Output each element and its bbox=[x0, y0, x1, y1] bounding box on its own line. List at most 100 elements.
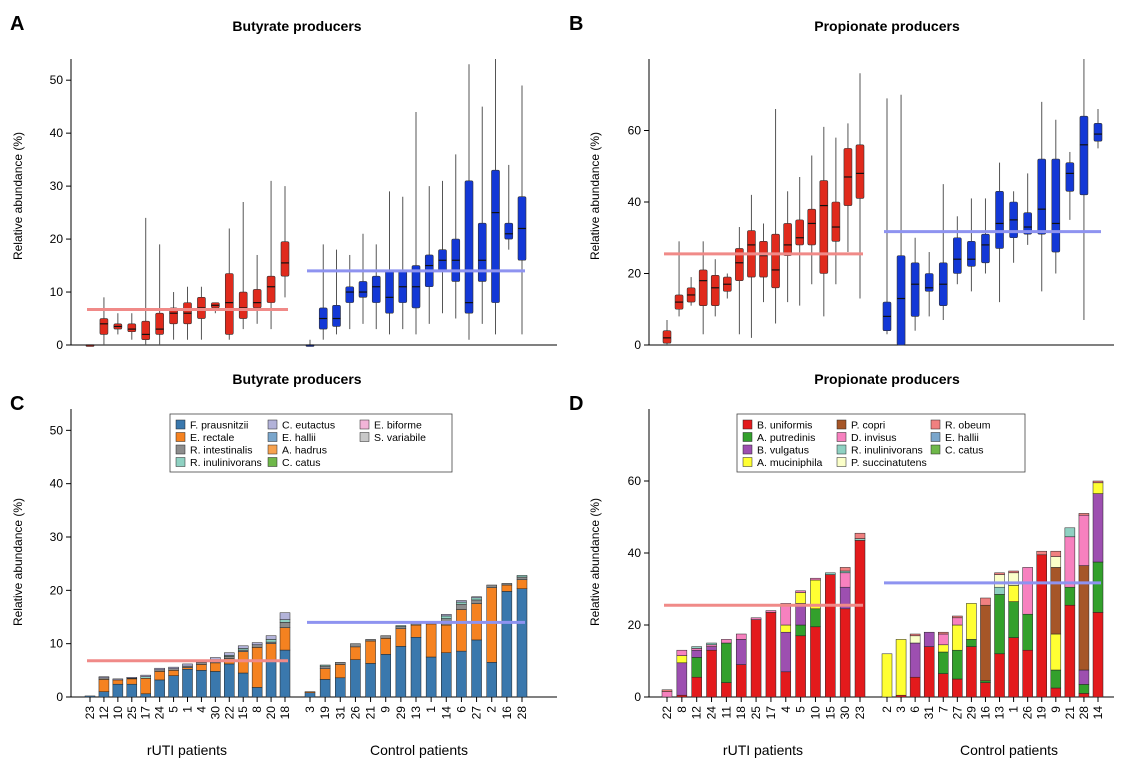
stacked-bar-segment bbox=[279, 619, 291, 623]
stacked-bar-segment bbox=[780, 624, 792, 633]
stacked-bar-segment bbox=[795, 635, 806, 698]
stacked-bar-segment bbox=[304, 692, 316, 698]
stacked-bar-segment bbox=[676, 662, 688, 696]
panel-a-ytick-label: 10 bbox=[50, 285, 64, 299]
box bbox=[771, 233, 780, 289]
stacked-bar-segment bbox=[938, 631, 949, 635]
box bbox=[155, 312, 164, 335]
panel-a-plot: 0 10 20 30 40 50 bbox=[50, 59, 557, 352]
stacked-bar-segment bbox=[471, 597, 482, 601]
stacked-bar-segment bbox=[319, 664, 331, 667]
stacked-bar-segment bbox=[140, 674, 151, 677]
xtick-label: 29 bbox=[394, 706, 408, 720]
xtick-label: 4 bbox=[779, 706, 793, 713]
stacked-bar-segment bbox=[279, 649, 291, 698]
stacked-bar-segment bbox=[839, 567, 851, 572]
stacked-bar-segment bbox=[854, 532, 866, 539]
legend-swatch bbox=[175, 457, 186, 467]
stacked-bar-segment bbox=[938, 633, 949, 646]
panel-letter-d: D bbox=[569, 393, 583, 415]
stacked-bar-segment bbox=[966, 603, 977, 640]
xtick-label: 28 bbox=[1077, 706, 1091, 720]
stacked-bar-segment bbox=[980, 597, 991, 606]
legend-label: R. inulinivorans bbox=[851, 445, 923, 457]
stacked-bar-segment bbox=[909, 635, 921, 644]
stacked-bar-segment bbox=[721, 642, 732, 683]
box bbox=[169, 307, 178, 325]
box bbox=[807, 208, 817, 246]
legend-label: F. prausnitzii bbox=[190, 420, 248, 432]
stacked-bar-segment bbox=[126, 678, 138, 685]
legend-swatch bbox=[267, 444, 278, 455]
box bbox=[1065, 162, 1075, 192]
xtick-label: 5 bbox=[167, 706, 181, 713]
xtick-label: 31 bbox=[922, 706, 936, 720]
panel-c-group-label-control: Control patients bbox=[370, 742, 468, 758]
stacked-bar-segment bbox=[98, 676, 110, 679]
stacked-bar-segment bbox=[923, 631, 935, 647]
xtick-label: 21 bbox=[1063, 706, 1077, 720]
box bbox=[1093, 123, 1103, 142]
legend-frame bbox=[736, 413, 1026, 473]
stacked-bar-segment bbox=[1092, 482, 1104, 494]
stacked-bar-segment bbox=[1050, 669, 1062, 689]
stacked-bar-segment bbox=[471, 599, 482, 604]
xtick-label: 15 bbox=[823, 706, 837, 720]
stacked-bar-segment bbox=[994, 594, 1005, 655]
stacked-bar-segment bbox=[335, 662, 346, 665]
panel-letter-b: B bbox=[569, 13, 583, 35]
stacked-bar-segment bbox=[1078, 684, 1090, 694]
stacked-bar-segment bbox=[112, 679, 124, 685]
stacked-bar-segment bbox=[516, 576, 528, 580]
stacked-bar-segment bbox=[1078, 669, 1090, 685]
panel-a-ytick-label: 30 bbox=[50, 179, 64, 193]
stacked-bar-segment bbox=[196, 670, 207, 698]
stacked-bar-segment bbox=[825, 572, 836, 575]
legend-swatch bbox=[836, 432, 847, 442]
stacked-bar-segment bbox=[1008, 570, 1019, 574]
stacked-bar-segment bbox=[279, 622, 291, 628]
stacked-bar-segment bbox=[765, 612, 777, 698]
xtick-label: 16 bbox=[978, 706, 992, 720]
xtick-label: 6 bbox=[908, 706, 922, 713]
stacked-bar-segment bbox=[881, 653, 893, 698]
box bbox=[981, 233, 990, 264]
xtick-label: 3 bbox=[894, 706, 908, 713]
stacked-bar-segment bbox=[456, 609, 467, 652]
box bbox=[924, 273, 934, 292]
stacked-bar-segment bbox=[168, 670, 179, 676]
xtick-label: 25 bbox=[749, 706, 763, 720]
legend-swatch bbox=[836, 419, 847, 430]
stacked-bar-segment bbox=[839, 572, 851, 588]
stacked-bar-segment bbox=[501, 591, 513, 698]
stacked-bar-segment bbox=[1022, 613, 1033, 651]
stacked-bar-segment bbox=[486, 662, 497, 698]
legend-label: A. hadrus bbox=[282, 445, 327, 457]
box bbox=[464, 180, 474, 314]
panel-a-ytick-label: 0 bbox=[56, 338, 63, 352]
stacked-bar-segment bbox=[1064, 586, 1076, 606]
stacked-bar-segment bbox=[952, 617, 963, 626]
stacked-bar-segment bbox=[441, 615, 452, 619]
xtick-label: 10 bbox=[111, 706, 125, 720]
stacked-bar-segment bbox=[1092, 480, 1104, 484]
xtick-label: 14 bbox=[439, 706, 453, 720]
panel-d-group-label-control: Control patients bbox=[960, 742, 1058, 758]
xtick-label: 1 bbox=[181, 706, 195, 713]
stacked-bar-segment bbox=[112, 683, 124, 698]
stacked-bar-segment bbox=[795, 590, 806, 593]
stacked-bar-segment bbox=[1078, 693, 1090, 698]
stacked-bar-segment bbox=[304, 691, 316, 693]
panel-b-ytick-label: 40 bbox=[628, 195, 642, 209]
xtick-label: 19 bbox=[1035, 706, 1049, 720]
stacked-bar-segment bbox=[1078, 514, 1090, 566]
legend-label: E. rectale bbox=[190, 432, 235, 444]
box bbox=[345, 286, 355, 303]
panel-d: D Propionate producers Relative abundanc… bbox=[569, 371, 1114, 758]
stacked-bar-segment bbox=[425, 656, 437, 698]
panel-b-ylabel: Relative abundance (%) bbox=[588, 132, 602, 260]
stacked-bar-segment bbox=[854, 538, 866, 541]
stacked-bar-segment bbox=[706, 649, 717, 698]
stacked-bar-segment bbox=[994, 572, 1005, 575]
stacked-bar-segment bbox=[471, 639, 482, 698]
